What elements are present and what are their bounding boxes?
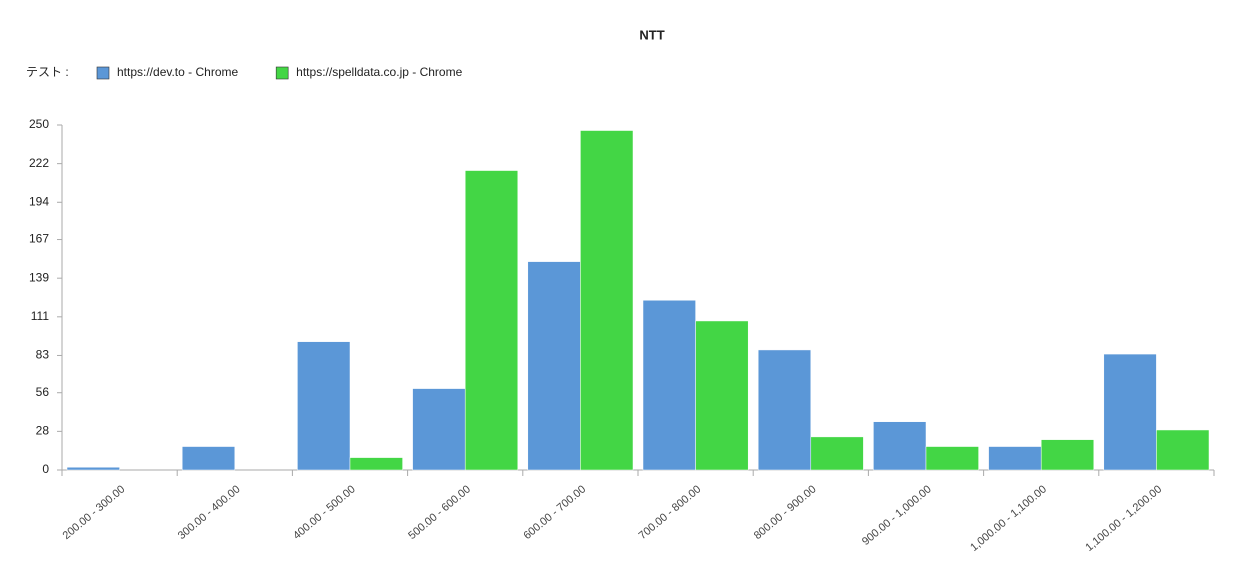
y-tick-label: 56 xyxy=(36,385,50,399)
x-tick-label: 700.00 - 800.00 xyxy=(637,483,704,542)
x-tick-label: 500.00 - 600.00 xyxy=(406,483,473,542)
legend-title: テスト : xyxy=(26,65,69,79)
x-tick-label: 800.00 - 900.00 xyxy=(752,483,819,542)
y-tick-label: 139 xyxy=(29,270,49,284)
bar xyxy=(580,130,634,471)
bar xyxy=(181,446,236,471)
legend-swatch xyxy=(96,66,110,80)
y-tick-label: 111 xyxy=(31,309,50,323)
x-tick-label: 1,100.00 - 1,200.00 xyxy=(1083,483,1164,554)
bar xyxy=(527,261,581,471)
bar xyxy=(297,341,351,471)
legend-label: https://dev.to - Chrome xyxy=(117,65,238,79)
bar xyxy=(1040,439,1095,471)
bar xyxy=(695,320,749,471)
x-tick-label: 400.00 - 500.00 xyxy=(291,483,358,542)
x-tick-label: 200.00 - 300.00 xyxy=(61,483,128,542)
bar xyxy=(1156,429,1210,471)
y-tick-label: 167 xyxy=(29,232,49,246)
y-tick-label: 83 xyxy=(36,348,50,362)
y-tick-label: 194 xyxy=(29,194,49,208)
bar xyxy=(349,457,403,471)
bar xyxy=(412,388,466,471)
x-tick-label: 600.00 - 700.00 xyxy=(521,483,588,542)
legend-swatch xyxy=(275,66,289,80)
bar xyxy=(810,436,864,471)
bar xyxy=(1103,353,1157,471)
chart-title: NTT xyxy=(639,27,664,42)
bar xyxy=(757,349,812,471)
bar xyxy=(873,421,927,471)
y-tick-label: 222 xyxy=(29,156,49,170)
y-tick-label: 0 xyxy=(42,462,49,476)
legend-label: https://spelldata.co.jp - Chrome xyxy=(296,65,462,79)
y-tick-label: 250 xyxy=(29,117,49,131)
y-tick-label: 28 xyxy=(36,424,50,438)
bar xyxy=(464,170,519,471)
bar xyxy=(642,300,696,471)
bar xyxy=(66,466,120,471)
x-tick-label: 300.00 - 400.00 xyxy=(176,483,243,542)
x-tick-label: 900.00 - 1,000.00 xyxy=(860,483,934,548)
bar xyxy=(925,446,979,471)
x-tick-label: 1,000.00 - 1,100.00 xyxy=(968,483,1049,554)
bar xyxy=(988,446,1042,471)
